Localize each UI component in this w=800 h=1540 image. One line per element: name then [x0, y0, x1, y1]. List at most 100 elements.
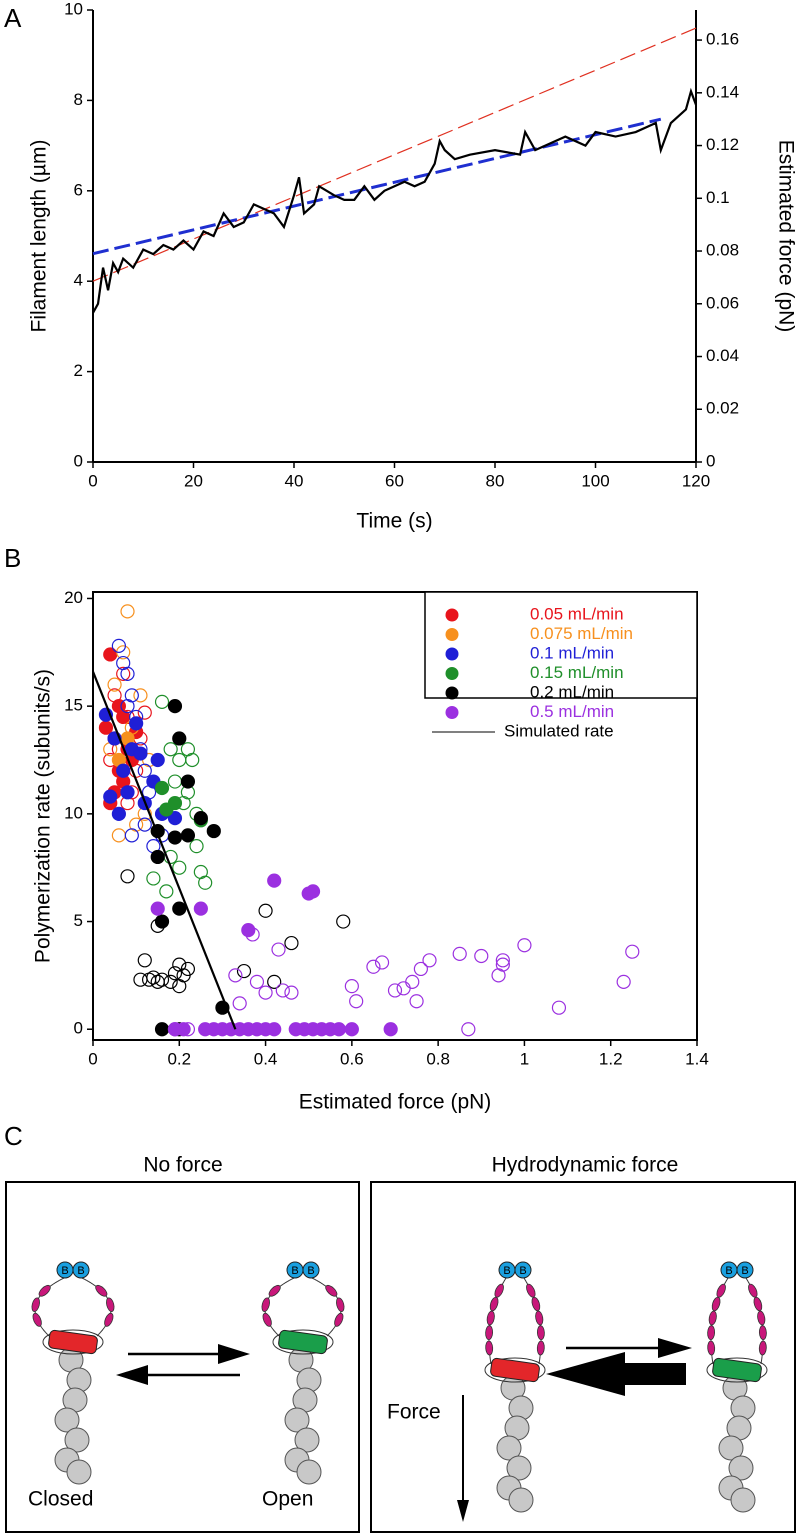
- point: [461, 1022, 476, 1037]
- bead: [302, 1261, 320, 1279]
- linker: [92, 1283, 96, 1286]
- linker: [54, 1281, 58, 1284]
- actin-subunit: [66, 1459, 92, 1485]
- point: [331, 1022, 347, 1037]
- point: [366, 959, 381, 974]
- point: [167, 830, 183, 845]
- bead-label: B: [741, 1265, 748, 1277]
- linker: [333, 1325, 336, 1329]
- linker: [335, 1295, 338, 1298]
- linker-domain: [531, 1296, 541, 1312]
- linker: [98, 1332, 101, 1335]
- linker-domain: [758, 1340, 767, 1356]
- legend-marker: [445, 647, 459, 661]
- point: [133, 746, 148, 761]
- point: [150, 849, 165, 865]
- ring: [484, 1357, 546, 1383]
- point: [172, 731, 187, 746]
- point: [172, 979, 187, 994]
- point: [150, 901, 165, 916]
- linker: [56, 1280, 60, 1283]
- formin: [490, 1357, 540, 1383]
- point: [336, 914, 351, 929]
- linker: [332, 1327, 335, 1330]
- formin: [712, 1357, 762, 1383]
- linker: [502, 1281, 505, 1284]
- x-tick-label: 1.4: [685, 1049, 709, 1068]
- linker-domain: [485, 1340, 494, 1356]
- actin-subunit: [496, 1435, 522, 1461]
- linker-domain: [753, 1296, 763, 1312]
- point: [271, 942, 286, 957]
- panel-label: B: [4, 543, 21, 573]
- linker-domain: [262, 1312, 272, 1327]
- x-tick-label: 0.2: [167, 1049, 191, 1068]
- x-tick-label: 0.8: [426, 1049, 450, 1068]
- point: [258, 985, 273, 1000]
- linker: [524, 1279, 527, 1282]
- linker: [90, 1282, 94, 1285]
- point: [344, 1022, 359, 1037]
- linker-domain: [486, 1310, 495, 1326]
- right-title: Hydrodynamic force: [492, 1154, 679, 1177]
- linker: [52, 1282, 56, 1285]
- legend-label: 0.15 mL/min: [530, 663, 624, 682]
- linker: [284, 1281, 288, 1284]
- line-series: [91, 671, 237, 1030]
- linker-domain: [494, 1283, 504, 1298]
- legend-marker: [445, 667, 459, 680]
- open-label: Open: [262, 1488, 313, 1511]
- x-tick-label: 80: [486, 471, 505, 490]
- point: [172, 860, 187, 875]
- y-tick-label: 0: [74, 1019, 83, 1038]
- bead-label: B: [307, 1265, 314, 1277]
- point: [275, 983, 290, 998]
- panel-label: C: [4, 1121, 23, 1151]
- legend-label: 0.05 mL/min: [530, 604, 624, 623]
- point: [495, 953, 510, 968]
- linker-domain: [261, 1297, 270, 1312]
- linker-domain: [336, 1297, 345, 1312]
- point: [120, 869, 135, 884]
- point: [180, 961, 196, 977]
- formin: [278, 1329, 328, 1355]
- linker-domain: [535, 1310, 544, 1326]
- linker-domain: [31, 1297, 40, 1312]
- y-axis-label: Filament length (µm): [28, 140, 51, 333]
- actin-subunit: [284, 1407, 310, 1433]
- y-tick-label: 2: [74, 361, 83, 380]
- linker-domain: [526, 1283, 536, 1298]
- actin-subunit: [718, 1435, 744, 1461]
- point: [267, 1022, 282, 1037]
- linker-domain: [485, 1325, 494, 1341]
- ring: [272, 1329, 334, 1355]
- y2-tick-label: 0.08: [706, 241, 739, 260]
- ring: [42, 1329, 104, 1355]
- linker: [280, 1283, 284, 1286]
- y-tick-label: 8: [74, 90, 83, 109]
- linker-domain: [757, 1310, 766, 1326]
- bead: [72, 1261, 90, 1279]
- linker-domain: [334, 1312, 344, 1327]
- point: [344, 979, 359, 994]
- point: [249, 974, 265, 989]
- point: [159, 884, 174, 899]
- linker: [272, 1329, 275, 1332]
- point: [116, 763, 131, 778]
- point: [129, 716, 144, 731]
- point: [111, 806, 126, 821]
- point: [551, 1000, 567, 1015]
- point: [137, 763, 152, 778]
- y2-tick-label: 0.06: [706, 293, 739, 312]
- linker: [268, 1295, 271, 1298]
- linker-domain: [707, 1340, 716, 1356]
- point: [120, 699, 135, 714]
- y2-axis-label: Estimated force (pN): [774, 140, 797, 333]
- x-tick-label: 60: [385, 471, 404, 490]
- point: [236, 963, 252, 979]
- linker: [59, 1278, 62, 1281]
